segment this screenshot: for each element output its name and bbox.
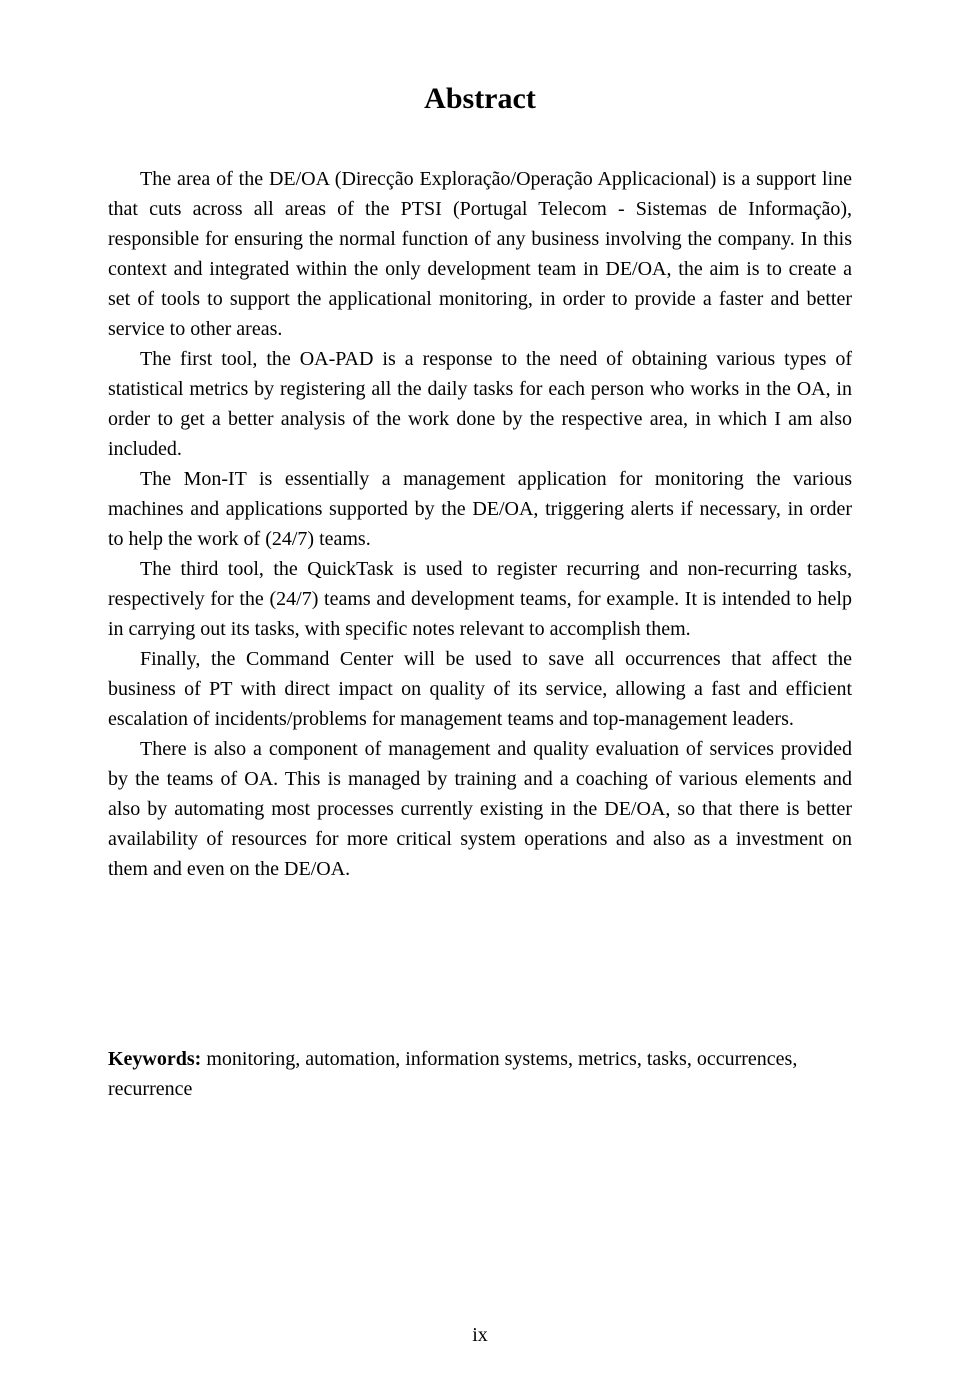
page-title: Abstract [108,82,852,116]
keywords-label: Keywords: [108,1048,201,1070]
paragraph: The third tool, the QuickTask is used to… [108,554,852,644]
abstract-body: The area of the DE/OA (Direcção Exploraç… [108,164,852,884]
keywords-text: monitoring, automation, information syst… [108,1048,797,1100]
paragraph: The Mon-IT is essentially a management a… [108,464,852,554]
paragraph: There is also a component of management … [108,734,852,884]
page-number: ix [0,1324,960,1347]
paragraph: Finally, the Command Center will be used… [108,644,852,734]
page: Abstract The area of the DE/OA (Direcção… [0,0,960,1379]
keywords-block: Keywords: monitoring, automation, inform… [108,1044,852,1104]
paragraph: The first tool, the OA-PAD is a response… [108,344,852,464]
paragraph: The area of the DE/OA (Direcção Exploraç… [108,164,852,344]
